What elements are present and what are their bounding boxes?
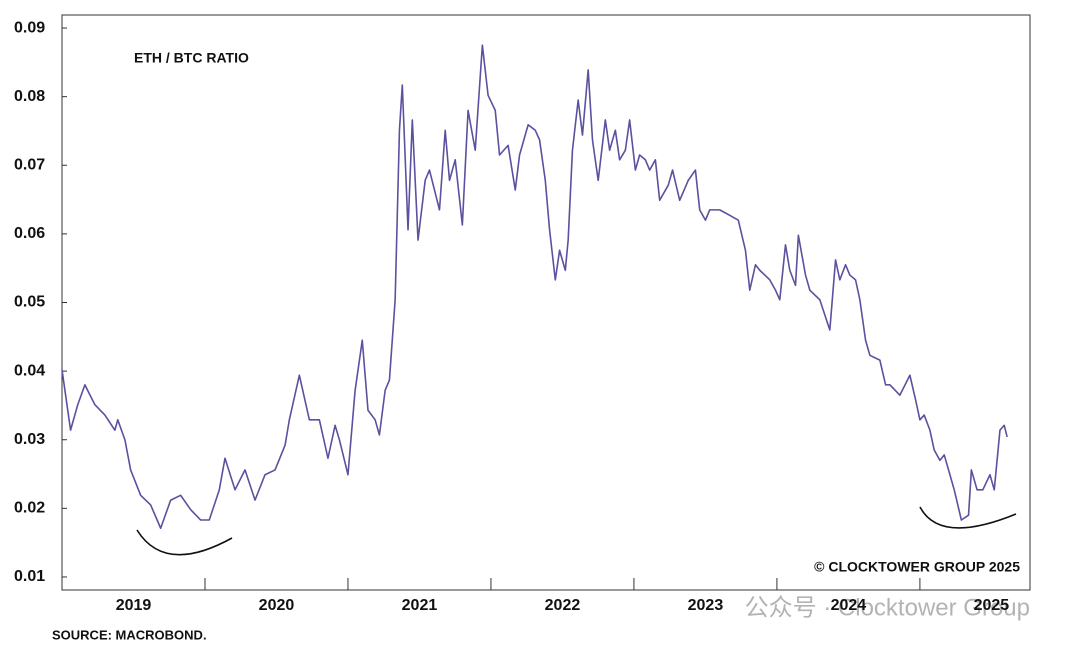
source-note: SOURCE: MACROBOND. [52,627,207,642]
y-tick-label: 0.03 [14,431,45,448]
x-tick-label: 2024 [831,597,867,614]
x-tick-label: 2021 [402,597,438,614]
trough-arc [919,506,1017,529]
trough-arc [136,529,233,556]
copyright: © CLOCKTOWER GROUP 2025 [814,559,1020,575]
y-tick-label: 0.09 [14,19,45,36]
y-tick-label: 0.07 [14,156,45,173]
chart-title: ETH / BTC RATIO [134,50,249,66]
x-tick-label: 2019 [116,597,152,614]
y-tick-label: 0.01 [14,568,45,585]
y-tick-label: 0.08 [14,88,45,105]
y-tick-label: 0.05 [14,294,45,311]
x-tick-label: 2022 [545,597,581,614]
x-tick-label: 2025 [974,597,1010,614]
x-tick-label: 2020 [259,597,295,614]
y-tick-label: 0.06 [14,225,45,242]
data-line [61,44,1008,530]
y-tick-label: 0.04 [14,362,45,379]
y-tick-label: 0.02 [14,500,45,517]
plot-frame [61,14,1031,591]
watermark: 公众号 · Clocktower Group [745,594,1030,621]
x-tick-label: 2023 [688,597,724,614]
